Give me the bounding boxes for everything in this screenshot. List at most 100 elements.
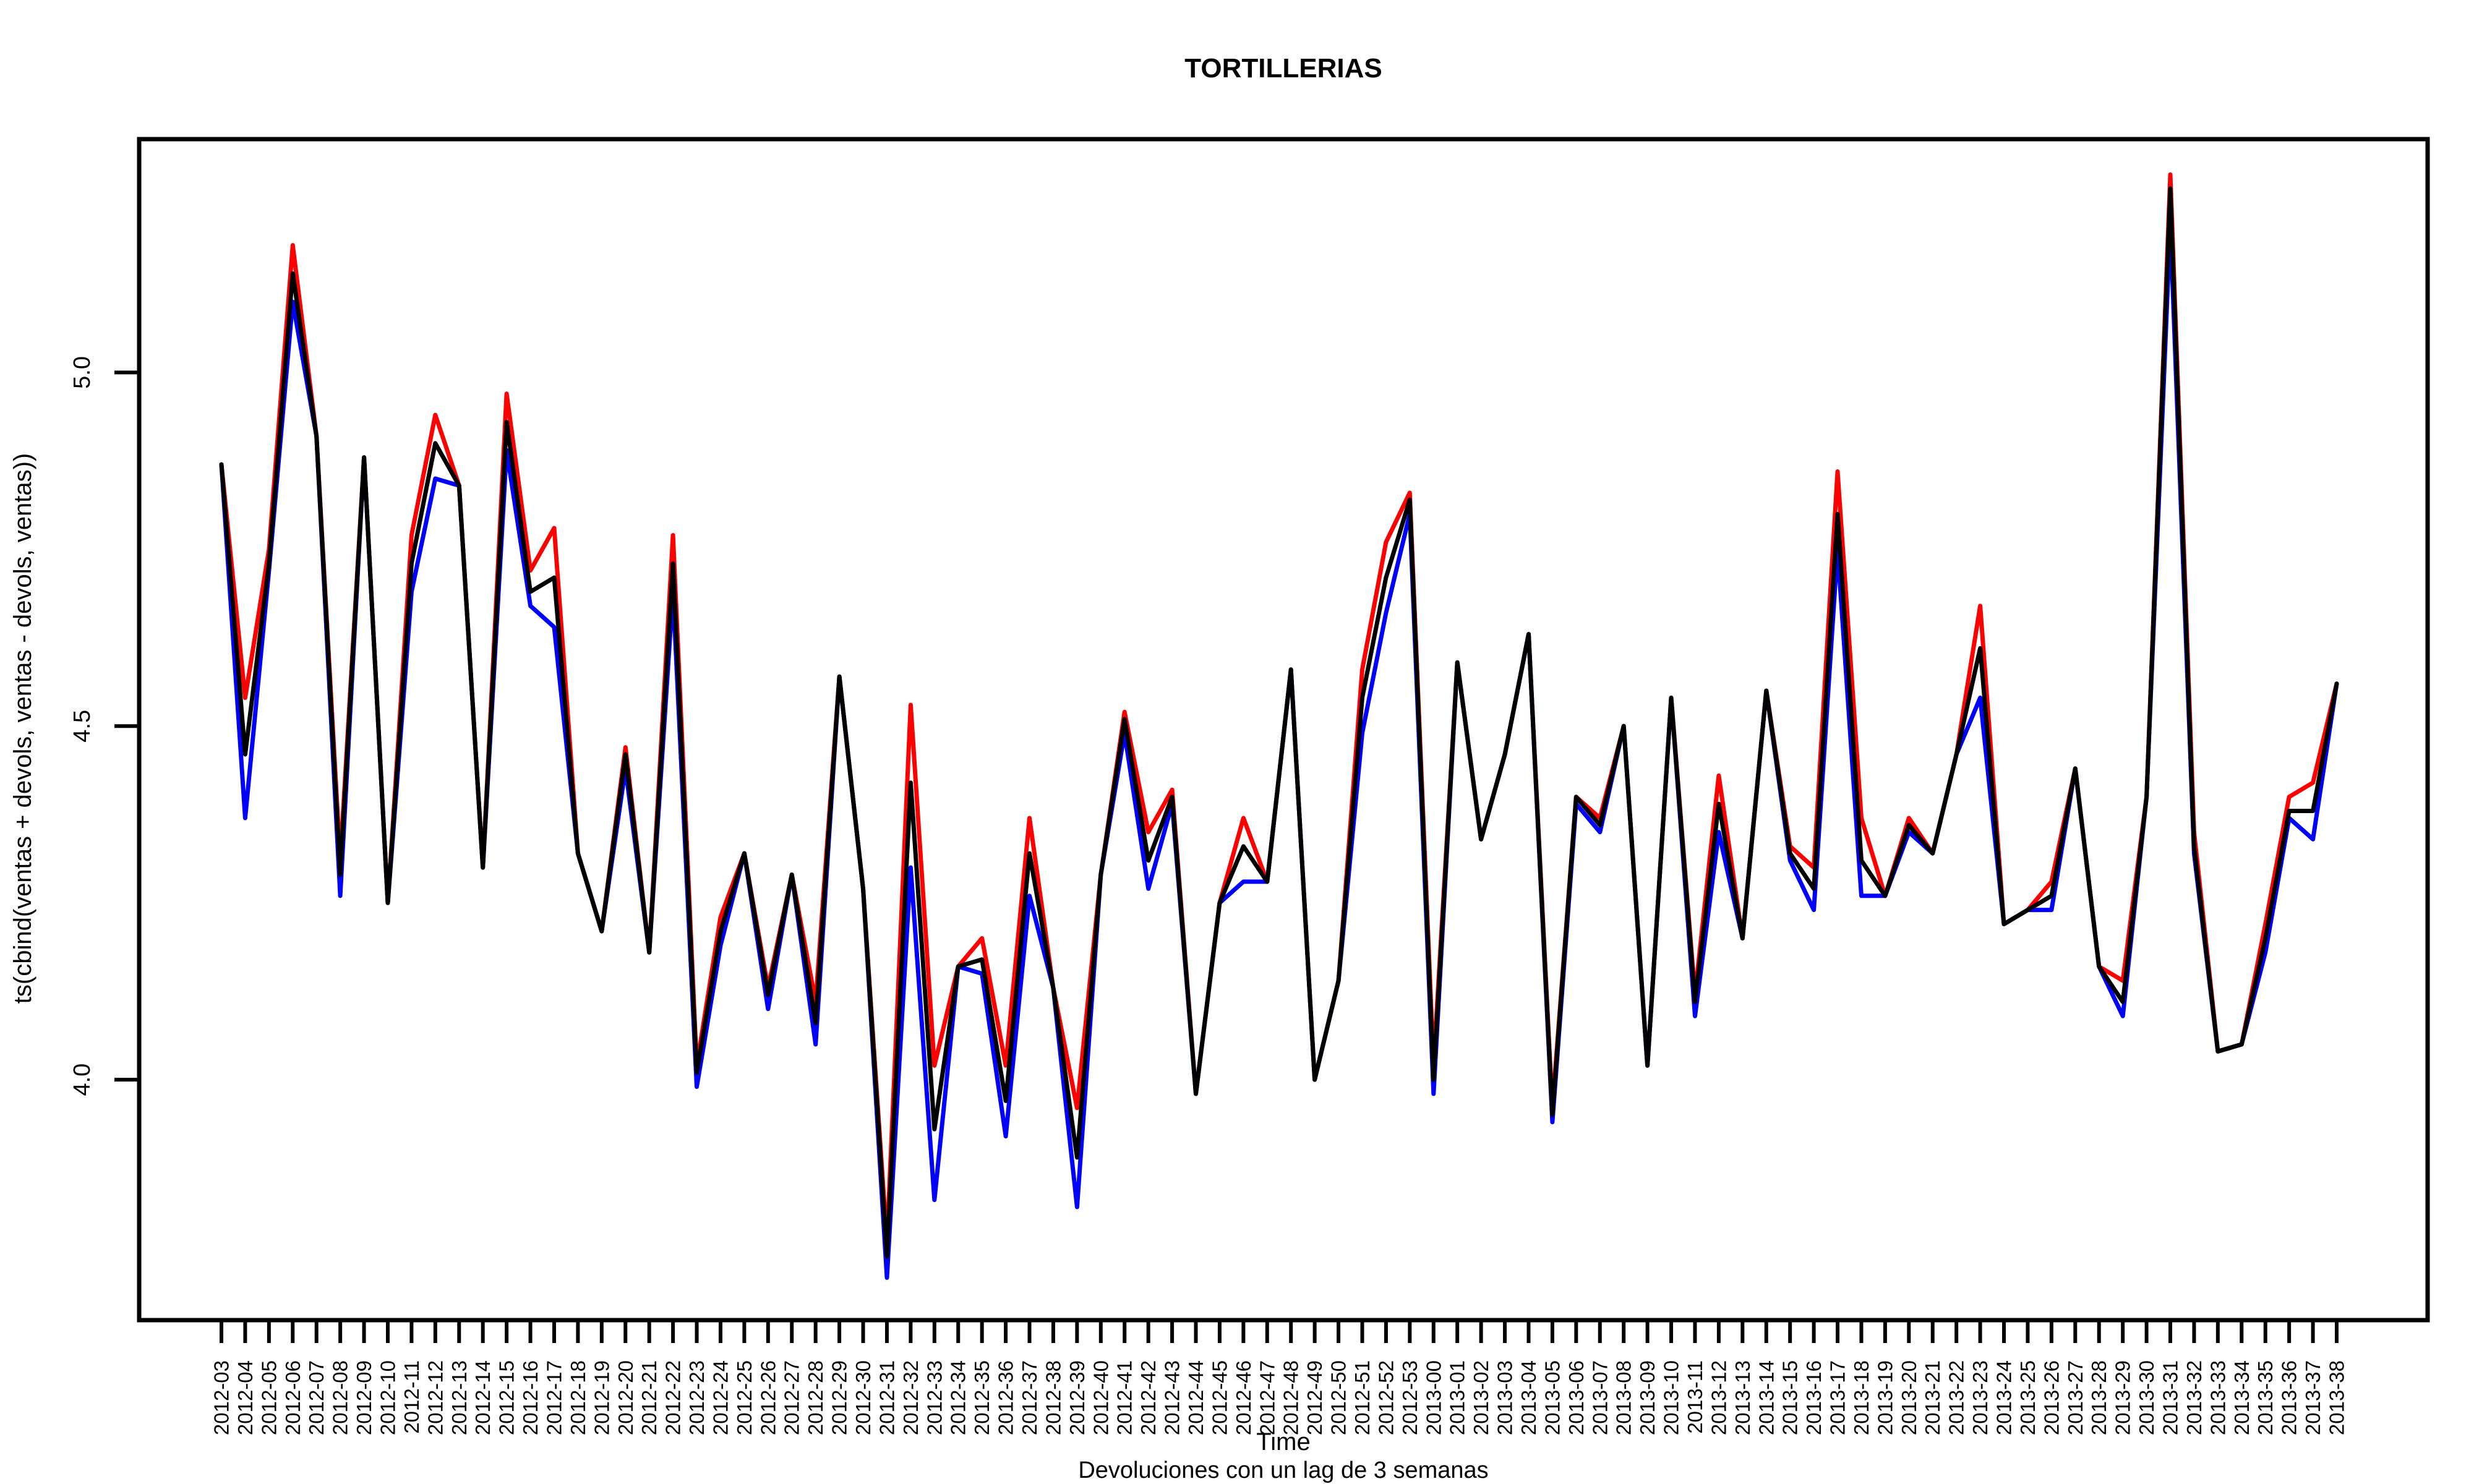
x-tick-label: 2013-34 bbox=[2230, 1360, 2253, 1435]
x-tick-label: 2012-40 bbox=[1089, 1360, 1112, 1435]
x-tick-label: 2012-11 bbox=[400, 1360, 423, 1434]
x-tick-label: 2012-25 bbox=[733, 1360, 756, 1435]
x-tick-label: 2013-32 bbox=[2183, 1360, 2206, 1435]
x-tick-label: 2013-30 bbox=[2135, 1360, 2158, 1435]
x-tick-label: 2013-28 bbox=[2087, 1360, 2110, 1435]
x-tick-label: 2012-07 bbox=[305, 1360, 328, 1435]
x-tick-label: 2012-14 bbox=[471, 1360, 494, 1435]
x-tick-label: 2013-29 bbox=[2112, 1360, 2134, 1435]
x-tick-label: 2013-15 bbox=[1779, 1360, 1802, 1435]
x-tick-label: 2013-05 bbox=[1541, 1360, 1564, 1435]
x-tick-label: 2012-16 bbox=[519, 1360, 542, 1435]
x-tick-label: 2013-17 bbox=[1826, 1360, 1849, 1435]
x-tick-label: 2012-30 bbox=[852, 1360, 875, 1435]
y-axis: 4.0 4.5 5.0 bbox=[69, 356, 139, 1096]
x-tick-label: 2013-10 bbox=[1660, 1360, 1683, 1435]
x-tick-label: 2013-16 bbox=[1802, 1360, 1825, 1435]
x-tick-label: 2012-06 bbox=[281, 1360, 304, 1435]
x-tick-label: 2012-31 bbox=[875, 1360, 898, 1435]
x-tick-label: 2013-13 bbox=[1731, 1360, 1754, 1435]
x-tick-label: 2012-37 bbox=[1018, 1360, 1041, 1435]
x-tick-label: 2012-10 bbox=[376, 1360, 399, 1435]
x-tick-label: 2012-38 bbox=[1042, 1360, 1064, 1435]
x-tick-label: 2012-04 bbox=[234, 1360, 257, 1435]
x-axis: 2012-03 2012-04 2012-05 2012-06 2012-07 2012-… bbox=[210, 1320, 2348, 1435]
x-tick-label: 2012-41 bbox=[1113, 1360, 1136, 1435]
x-tick-label: 2013-09 bbox=[1636, 1360, 1659, 1435]
x-tick-label: 2012-39 bbox=[1066, 1360, 1089, 1435]
x-tick-label: 2012-09 bbox=[353, 1360, 375, 1435]
x-tick-label: 2012-45 bbox=[1208, 1360, 1231, 1435]
y-axis-label: ts(cbind(ventas + devols, ventas - devol… bbox=[9, 453, 36, 1004]
x-tick-label: 2012-03 bbox=[210, 1360, 233, 1435]
x-tick-label: 2012-52 bbox=[1374, 1360, 1397, 1435]
x-tick-label: 2013-04 bbox=[1517, 1360, 1540, 1435]
x-tick-label: 2012-24 bbox=[709, 1360, 732, 1435]
chart-subtitle: Devoluciones con un lag de 3 semanas bbox=[1078, 1457, 1488, 1483]
x-tick-label: 2012-36 bbox=[995, 1360, 1017, 1435]
x-tick-label: 2013-22 bbox=[1945, 1360, 1968, 1435]
x-tick-label: 2012-32 bbox=[899, 1360, 922, 1435]
x-tick-label: 2012-35 bbox=[970, 1360, 993, 1435]
x-tick-label: 2012-27 bbox=[781, 1360, 803, 1435]
x-tick-label: 2013-37 bbox=[2301, 1360, 2324, 1435]
x-tick-label: 2013-36 bbox=[2278, 1360, 2301, 1435]
series-line-3 bbox=[219, 186, 2339, 1259]
x-tick-label: 2012-13 bbox=[448, 1360, 471, 1435]
x-tick-label: 2013-06 bbox=[1565, 1360, 1588, 1435]
x-tick-label: 2013-23 bbox=[1969, 1360, 1992, 1435]
x-tick-label: 2013-38 bbox=[2326, 1360, 2348, 1435]
x-tick-label: 2012-05 bbox=[257, 1360, 280, 1435]
x-tick-label: 2012-51 bbox=[1351, 1360, 1374, 1435]
x-tick-label: 2012-28 bbox=[804, 1360, 827, 1435]
x-tick-label: 2012-49 bbox=[1303, 1360, 1326, 1435]
x-tick-label: 2013-27 bbox=[2064, 1360, 2087, 1435]
x-tick-label: 2013-21 bbox=[1921, 1360, 1944, 1435]
y-tick-label: 5.0 bbox=[69, 356, 95, 389]
x-tick-label: 2013-18 bbox=[1850, 1360, 1873, 1435]
series-line-1 bbox=[219, 172, 2339, 1245]
x-tick-label: 2012-15 bbox=[495, 1360, 518, 1435]
y-tick-label: 4.0 bbox=[69, 1064, 95, 1096]
x-tick-label: 2013-00 bbox=[1422, 1360, 1445, 1435]
x-tick-label: 2012-46 bbox=[1232, 1360, 1255, 1435]
chart-title: TORTILLERIAS bbox=[1184, 53, 1382, 83]
x-tick-label: 2012-48 bbox=[1280, 1360, 1303, 1435]
x-tick-label: 2013-02 bbox=[1470, 1360, 1492, 1435]
x-tick-label: 2013-01 bbox=[1446, 1360, 1469, 1435]
x-tick-label: 2012-43 bbox=[1161, 1360, 1184, 1435]
plot-frame bbox=[137, 137, 2430, 1323]
x-tick-label: 2013-08 bbox=[1612, 1360, 1635, 1435]
x-tick-label: 2012-22 bbox=[662, 1360, 685, 1435]
series-group bbox=[219, 172, 2339, 1280]
x-tick-label: 2012-47 bbox=[1256, 1360, 1278, 1435]
x-axis-label: Time bbox=[1256, 1428, 1310, 1456]
x-tick-label: 2012-33 bbox=[923, 1360, 946, 1435]
x-tick-label: 2013-19 bbox=[1873, 1360, 1896, 1435]
x-tick-label: 2013-07 bbox=[1588, 1360, 1611, 1435]
series-line-2 bbox=[219, 221, 2339, 1280]
x-tick-label: 2013-12 bbox=[1707, 1360, 1730, 1435]
x-tick-label: 2012-29 bbox=[828, 1360, 851, 1435]
x-tick-label: 2012-18 bbox=[567, 1360, 589, 1435]
x-tick-label: 2013-25 bbox=[2016, 1360, 2039, 1435]
x-tick-label: 2013-11 bbox=[1684, 1360, 1706, 1434]
x-tick-label: 2013-24 bbox=[1993, 1360, 2016, 1435]
x-tick-label: 2012-08 bbox=[329, 1360, 352, 1435]
x-tick-label: 2012-53 bbox=[1398, 1360, 1421, 1435]
x-tick-label: 2012-12 bbox=[424, 1360, 447, 1435]
x-tick-label: 2012-42 bbox=[1137, 1360, 1160, 1435]
x-tick-label: 2013-20 bbox=[1898, 1360, 1920, 1435]
x-tick-label: 2012-17 bbox=[542, 1360, 565, 1435]
x-tick-label: 2013-03 bbox=[1494, 1360, 1517, 1435]
x-tick-label: 2013-14 bbox=[1755, 1360, 1778, 1435]
x-tick-label: 2013-35 bbox=[2254, 1360, 2277, 1435]
y-tick-label: 4.5 bbox=[69, 710, 95, 743]
x-tick-label: 2012-20 bbox=[614, 1360, 637, 1435]
x-tick-label: 2012-34 bbox=[947, 1360, 970, 1435]
x-tick-label: 2012-21 bbox=[638, 1360, 661, 1435]
x-tick-label: 2012-23 bbox=[685, 1360, 708, 1435]
x-tick-label: 2012-26 bbox=[756, 1360, 779, 1435]
x-tick-label: 2013-33 bbox=[2206, 1360, 2229, 1435]
